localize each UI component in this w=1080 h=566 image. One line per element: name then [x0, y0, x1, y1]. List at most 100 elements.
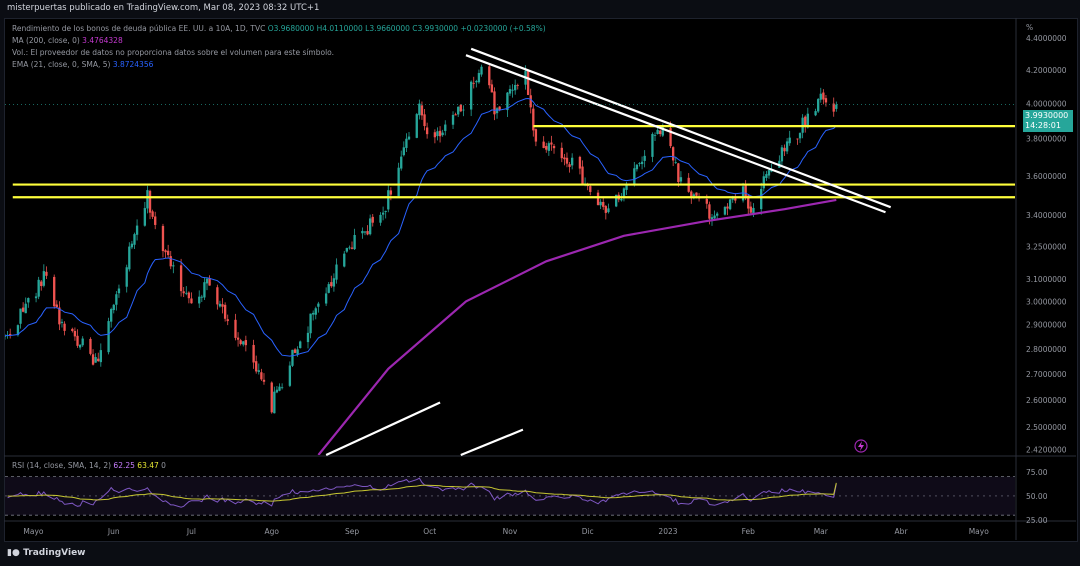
- candle-body: [21, 307, 25, 312]
- candle-body: [550, 142, 553, 145]
- y-axis-unit: %: [1026, 23, 1033, 32]
- candle-body: [343, 253, 346, 267]
- candle-body: [185, 292, 188, 294]
- candle-body: [146, 190, 149, 209]
- candle-body: [545, 146, 548, 150]
- candle-body: [444, 124, 447, 131]
- candle-body: [81, 338, 84, 346]
- y-tick-label: 4.4000000: [1026, 34, 1067, 43]
- candle-body: [166, 250, 170, 256]
- candle-body: [475, 81, 478, 83]
- candle-body: [107, 321, 110, 353]
- candle-body: [389, 190, 393, 195]
- candle-body: [731, 198, 734, 200]
- candle-body: [547, 143, 551, 151]
- candle-body: [835, 104, 838, 109]
- candle-body: [293, 349, 297, 353]
- candle-body: [796, 138, 799, 140]
- candle-body: [275, 389, 279, 393]
- candle-body: [200, 296, 203, 298]
- candle-body: [457, 106, 460, 115]
- candle-body: [37, 279, 40, 297]
- candle-body: [252, 344, 255, 363]
- candle-body: [656, 129, 659, 135]
- legend-ma-value: 3.4764328: [82, 36, 123, 45]
- candle-body: [679, 177, 683, 182]
- candle-body: [327, 284, 330, 293]
- last-price-value: 3.9930000: [1025, 111, 1069, 120]
- y-tick-label: 4.0000000: [1026, 99, 1067, 108]
- candle-body: [726, 206, 729, 209]
- candle-body: [765, 174, 768, 178]
- legend-ma-row: MA (200, close, 0) 3.4764328: [12, 35, 546, 47]
- candle-body: [420, 105, 424, 116]
- rsi-legend-value: 62.25: [113, 461, 135, 470]
- x-tick-label: Mar: [814, 527, 829, 536]
- candle-body: [423, 114, 426, 127]
- candle-body: [371, 216, 374, 223]
- candle-body: [353, 235, 356, 250]
- candle-body: [669, 128, 672, 147]
- candle-body: [400, 156, 403, 169]
- candle-body: [433, 132, 437, 138]
- y-tick-label: 3.8000000: [1026, 135, 1067, 144]
- y-tick-label: 2.8000000: [1026, 345, 1067, 354]
- candle-body: [24, 303, 27, 314]
- candle-body: [379, 214, 382, 223]
- candle-body: [91, 354, 95, 365]
- legend-symbol: Rendimiento de los bonos de deuda públic…: [12, 24, 266, 33]
- candle-body: [402, 147, 405, 156]
- candle-body: [495, 108, 499, 114]
- candle-body: [187, 292, 191, 299]
- y-tick-label: 2.7000000: [1026, 370, 1067, 379]
- candle-body: [752, 207, 755, 214]
- trend-line: [470, 47, 892, 209]
- chart-frame[interactable]: [4, 18, 1078, 542]
- candle-body: [223, 304, 227, 319]
- candle-body: [314, 308, 317, 315]
- x-tick-label: Jun: [107, 527, 120, 536]
- candle-body: [40, 281, 43, 287]
- candle-body: [208, 277, 211, 286]
- trend-line: [325, 401, 441, 456]
- rsi-tick-label: 50.00: [1026, 492, 1048, 501]
- candle-body: [506, 92, 509, 111]
- candle-body: [291, 349, 294, 366]
- candle-body: [690, 191, 693, 198]
- candle-body: [716, 213, 719, 216]
- lightning-icon: [854, 439, 868, 453]
- candle-body: [418, 103, 421, 116]
- bar-countdown: 14:28:01: [1025, 121, 1061, 130]
- y-tick-label: 3.1000000: [1026, 275, 1067, 284]
- candle-body: [532, 108, 535, 131]
- candle-body: [785, 141, 789, 152]
- candle-body: [508, 89, 512, 94]
- candle-body: [234, 319, 237, 338]
- candle-body: [309, 313, 312, 334]
- candle-body: [615, 194, 618, 207]
- legend-ohlc: O3.9680000 H4.0110000 L3.9660000 C3.9930…: [267, 24, 546, 33]
- x-tick-label: Oct: [423, 527, 436, 536]
- candle-body: [221, 304, 224, 307]
- candle-body: [804, 116, 807, 126]
- candle-body: [273, 391, 276, 414]
- candle-body: [63, 323, 66, 331]
- candle-body: [335, 264, 338, 280]
- candle-body: [169, 256, 172, 267]
- chart-legend: Rendimiento de los bonos de deuda públic…: [12, 23, 546, 71]
- candle-body: [350, 247, 354, 249]
- x-tick-label: Jul: [186, 527, 196, 536]
- candle-body: [236, 337, 240, 340]
- candle-body: [161, 225, 165, 252]
- candle-body: [299, 341, 302, 349]
- candle-body: [640, 161, 644, 165]
- tradingview-logo[interactable]: ▮● TradingView: [7, 548, 86, 558]
- candle-body: [255, 361, 258, 372]
- candle-body: [459, 104, 462, 112]
- candle-body: [488, 66, 491, 86]
- candle-body: [723, 206, 727, 215]
- candle-body: [817, 99, 820, 112]
- rsi-legend-ma-value: 63.47: [137, 461, 159, 470]
- candle-body: [151, 211, 154, 217]
